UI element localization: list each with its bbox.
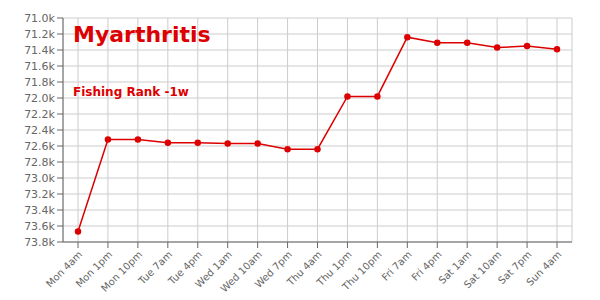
html-text:Myarthritis: Myarthritis (73, 22, 211, 47)
svg-text:Wed 1am: Wed 1am (193, 248, 235, 290)
svg-text:72.6k: 72.6k (24, 140, 55, 153)
svg-text:71.0k: 71.0k (24, 12, 55, 25)
svg-text:73.4k: 73.4k (24, 204, 55, 217)
svg-text:72.0k: 72.0k (24, 92, 55, 105)
svg-text:Thu 10pm: Thu 10pm (339, 249, 383, 292)
svg-text:Sat 1am: Sat 1am (436, 248, 474, 286)
svg-text:Tue 4pm: Tue 4pm (166, 248, 205, 287)
svg-text:Sat 10am: Sat 10am (462, 249, 504, 291)
svg-text:72.2k: 72.2k (24, 108, 55, 121)
svg-text:Fri 7am: Fri 7am (380, 249, 414, 283)
svg-text:71.4k: 71.4k (24, 44, 55, 57)
svg-text:71.2k: 71.2k (24, 28, 55, 41)
svg-text:Thu 4am: Thu 4am (284, 248, 324, 288)
svg-text:73.8k: 73.8k (24, 236, 55, 249)
svg-text:73.2k: 73.2k (24, 188, 55, 201)
svg-text:Tue 7am: Tue 7am (136, 248, 175, 287)
svg-text:73.6k: 73.6k (24, 220, 55, 233)
svg-text:71.8k: 71.8k (24, 76, 55, 89)
svg-text:Mon 1pm: Mon 1pm (73, 248, 115, 290)
svg-text:Sat 7pm: Sat 7pm (496, 248, 534, 287)
svg-text:Fri 4pm: Fri 4pm (409, 248, 444, 283)
svg-text:Wed 7pm: Wed 7pm (252, 248, 294, 290)
html-text:Fishing Rank -1w: Fishing Rank -1w (73, 85, 189, 99)
svg-text:72.4k: 72.4k (24, 124, 55, 137)
svg-text:Sun 4am: Sun 4am (524, 249, 563, 288)
svg-text:73.0k: 73.0k (24, 172, 55, 185)
svg-text:Mon 10pm: Mon 10pm (99, 249, 144, 292)
svg-text:72.8k: 72.8k (24, 156, 55, 169)
svg-text:Thu 1pm: Thu 1pm (314, 248, 354, 288)
svg-text:71.6k: 71.6k (24, 60, 55, 73)
svg-text:Mon 4am: Mon 4am (43, 248, 85, 290)
